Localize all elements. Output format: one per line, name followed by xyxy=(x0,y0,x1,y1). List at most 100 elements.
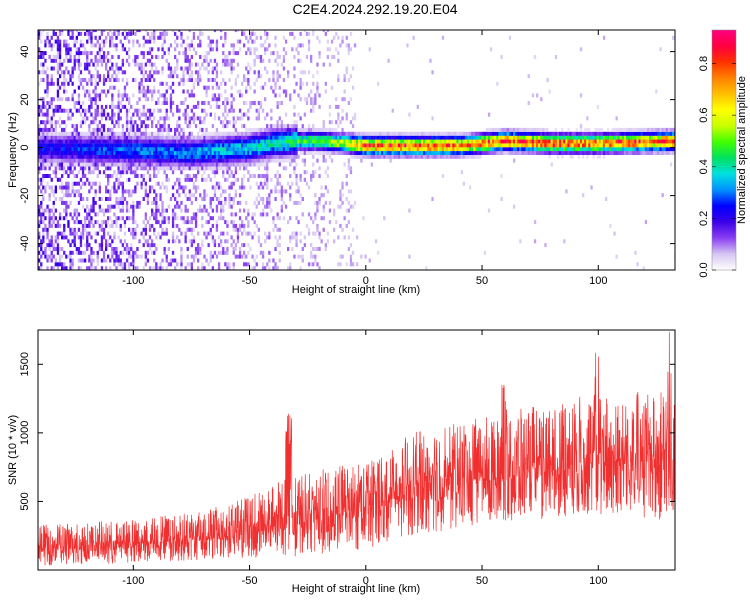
spectrogram-cell-2294 xyxy=(188,239,191,244)
spectrogram-cell-3815 xyxy=(318,143,321,148)
spectrogram-cell-2128 xyxy=(174,39,177,44)
spectrogram-cell-2077 xyxy=(171,239,175,244)
spectrogram-cell-3164 xyxy=(255,181,258,186)
spectrogram-cell-181 xyxy=(48,254,51,259)
spectrogram-cell-1579 xyxy=(136,181,139,186)
spectrogram-cell-1613 xyxy=(138,131,141,136)
spectrogram-cell-4642 xyxy=(508,131,512,136)
spectrogram-cell-2242 xyxy=(184,177,187,182)
spectrogram-cell-2188 xyxy=(180,216,183,221)
spectrogram-cell-3892 xyxy=(328,143,332,148)
spectrogram-cell-3730 xyxy=(310,139,313,144)
spectrogram-cell-3633 xyxy=(299,193,302,198)
spectrogram-cell-346 xyxy=(56,62,60,67)
spectrogram-cell-4351 xyxy=(427,147,430,152)
spectrogram-cell-433 xyxy=(63,193,66,198)
spectrogram-cell-1514 xyxy=(132,235,135,240)
spectrogram-cell-3566 xyxy=(293,231,296,236)
spectrogram-cell-2987 xyxy=(241,254,244,259)
spectrogram-cell-4507 xyxy=(471,147,474,152)
spectrogram-cell-2142 xyxy=(176,151,179,155)
spectrogram-cell-3272 xyxy=(264,135,267,140)
spectrogram-cell-1464 xyxy=(128,154,131,159)
spectrogram-cell-983 xyxy=(96,51,99,56)
spectrogram-cell-2340 xyxy=(190,151,193,155)
spectrogram-cell-788 xyxy=(86,212,89,217)
spectrogram-cell-2776 xyxy=(224,166,227,171)
spectrogram-cell-3930 xyxy=(335,143,338,148)
spectrogram-cell-2000 xyxy=(165,208,168,213)
spectrogram-cell-1329 xyxy=(119,200,122,205)
spectrogram-cell-179 xyxy=(46,31,49,36)
spectrogram-cell-144 xyxy=(46,266,49,270)
spectrogram-cell-4477 xyxy=(462,151,465,155)
spectrogram-cell-3155 xyxy=(253,51,256,56)
spectrogram-cell-4000 xyxy=(343,97,346,102)
spectrogram-cell-2696 xyxy=(217,185,221,190)
spectrogram-cell-2688 xyxy=(217,266,221,270)
spectrogram-cell-2148 xyxy=(176,124,179,129)
spectrogram-cell-2635 xyxy=(213,174,217,178)
spectrogram-cell-261 xyxy=(52,170,55,175)
spectrogram-cell-2597 xyxy=(209,47,212,52)
spectrogram-cell-1061 xyxy=(102,170,106,175)
spectrogram-cell-1317 xyxy=(117,66,120,71)
spectrogram-cell-862 xyxy=(90,181,93,186)
spectrogram-cell-2930 xyxy=(234,135,237,140)
spectrogram-cell-4990 xyxy=(607,151,610,155)
spectrogram-cell-4120 xyxy=(362,131,365,136)
spectrogram-cell-4322 xyxy=(418,147,422,152)
spectrogram-cell-370 xyxy=(58,143,62,148)
spectrogram-cell-879 xyxy=(90,78,93,82)
spectrogram-cell-887 xyxy=(90,30,93,33)
spectrogram-cell-269 xyxy=(52,135,55,140)
spectrogram-cell-1516 xyxy=(132,227,135,232)
spectrogram-cell-4909 xyxy=(584,143,587,148)
spectrogram-cell-3054 xyxy=(245,112,248,117)
spectrogram-cell-4749 xyxy=(538,139,541,144)
spectrogram-cell-4439 xyxy=(452,154,455,159)
spectrogram-cell-1780 xyxy=(148,39,152,44)
spectrogram-cell-4115 xyxy=(362,151,365,155)
spectrogram-cell-3555 xyxy=(291,147,294,152)
spectrogram-cell-1756 xyxy=(148,185,152,190)
spectrogram-cell-1144 xyxy=(107,78,110,82)
spectrogram-cell-1479 xyxy=(128,39,131,44)
spectrogram-cell-3823 xyxy=(318,51,321,56)
spectrogram-cell-3637 xyxy=(299,147,302,152)
spectrogram-cell-147 xyxy=(46,243,49,248)
spectrogram-cell-2320 xyxy=(188,58,191,63)
spectrogram-cell-2014 xyxy=(165,131,168,136)
spectrogram-cell-4071 xyxy=(351,135,355,140)
spectrogram-cell-3754 xyxy=(312,131,315,136)
spectrogram-cell-990 xyxy=(98,204,101,209)
spectrogram-cell-4797 xyxy=(550,135,553,140)
spectrogram-cell-2754 xyxy=(222,147,225,152)
spectrogram-cell-73 xyxy=(40,51,43,56)
spectrogram-cell-791 xyxy=(86,177,89,182)
spectrogram-cell-1868 xyxy=(155,143,158,148)
spectrogram-cell-451 xyxy=(63,81,66,86)
spectrogram-cell-4922 xyxy=(586,116,589,121)
spectrogram-cell-822 xyxy=(88,208,91,213)
spectrogram-cell-1701 xyxy=(144,143,147,148)
spectrogram-cell-4635 xyxy=(506,131,509,136)
spectrogram-cell-99 xyxy=(42,131,45,136)
spectrogram-cell-445 xyxy=(63,131,66,136)
spectrogram-cell-4421 xyxy=(446,143,449,148)
spectrogram-cell-399 xyxy=(61,197,64,201)
spectrogram-cell-738 xyxy=(81,135,85,140)
spectrogram-cell-4665 xyxy=(515,135,518,140)
spectrogram-cell-3681 xyxy=(303,127,306,132)
spectrogram-cell-1501 xyxy=(130,135,133,140)
spectrogram-cell-3436 xyxy=(278,154,281,159)
spectrogram-cell-1387 xyxy=(123,262,127,267)
spectrogram-cell-2112 xyxy=(174,181,177,186)
spectrogram-cell-2832 xyxy=(228,193,231,198)
spectrogram-cell-373 xyxy=(58,131,62,136)
spectrogram-cell-634 xyxy=(75,147,78,152)
spectrogram-cell-361 xyxy=(58,197,62,201)
spectrogram-cell-275 xyxy=(52,81,55,86)
spectrogram-cell-4641 xyxy=(508,135,512,140)
spectrogram-cell-238 xyxy=(50,116,53,121)
